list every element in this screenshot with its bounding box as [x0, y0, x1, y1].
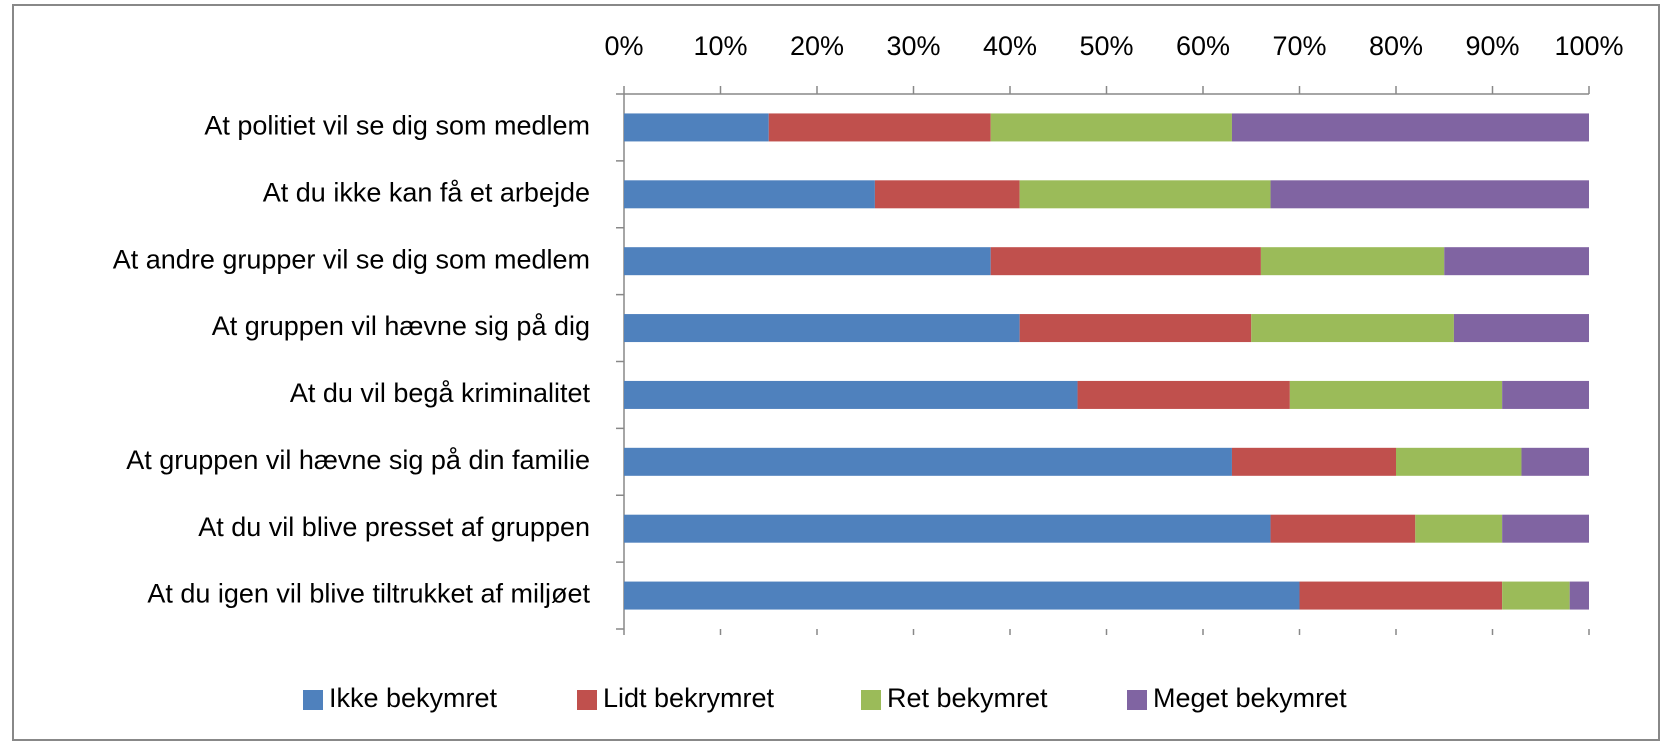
bar-segment — [1502, 581, 1570, 610]
bar-segment — [768, 113, 991, 142]
category-label: At du vil blive presset af gruppen — [198, 512, 590, 542]
bar-segment — [1444, 247, 1589, 276]
bar-segment — [1521, 447, 1589, 476]
bar-segment — [624, 113, 769, 142]
bar-segment — [624, 581, 1300, 610]
category-label: At politiet vil se dig som medlem — [204, 111, 590, 141]
legend-swatch — [1127, 690, 1147, 710]
bar-segment — [624, 180, 875, 209]
bar-segment — [874, 180, 1020, 209]
bar-segment — [1231, 113, 1589, 142]
bar-segment — [1270, 180, 1589, 209]
x-tick-label: 90% — [1465, 31, 1519, 61]
category-label: At du igen vil blive tiltrukket af miljø… — [147, 579, 590, 609]
legend-swatch — [577, 690, 597, 710]
bar-segment — [1396, 447, 1522, 476]
x-tick-label: 80% — [1369, 31, 1423, 61]
category-label: At andre grupper vil se dig som medlem — [113, 244, 590, 274]
bar-segment — [1453, 314, 1589, 343]
bar-segment — [1299, 581, 1503, 610]
bar-segment — [624, 447, 1232, 476]
bar-segment — [1569, 581, 1589, 610]
legend-label: Ret bekymret — [887, 683, 1048, 713]
category-label: At du ikke kan få et arbejde — [263, 177, 590, 207]
legend-label: Ikke bekymret — [329, 683, 498, 713]
legend-label: Meget bekymret — [1153, 683, 1347, 713]
x-tick-label: 40% — [983, 31, 1037, 61]
bar-segment — [1019, 314, 1252, 343]
bar-segment — [1270, 514, 1416, 543]
category-label: At gruppen vil hævne sig på dig — [212, 311, 590, 341]
bar-segment — [1019, 180, 1271, 209]
x-tick-label: 0% — [604, 31, 643, 61]
x-tick-label: 100% — [1554, 31, 1623, 61]
x-tick-label: 50% — [1079, 31, 1133, 61]
bar-segment — [624, 380, 1078, 409]
x-tick-label: 60% — [1176, 31, 1230, 61]
legend-label: Lidt bekrymret — [603, 683, 775, 713]
x-tick-label: 10% — [693, 31, 747, 61]
category-label: At du vil begå kriminalitet — [290, 378, 591, 408]
bar-segment — [1251, 314, 1454, 343]
bar-segment — [624, 314, 1020, 343]
bar-segment — [1077, 380, 1290, 409]
bar-segment — [990, 113, 1232, 142]
bar-segment — [1415, 514, 1503, 543]
x-tick-label: 30% — [886, 31, 940, 61]
legend-swatch — [861, 690, 881, 710]
bar-segment — [624, 514, 1271, 543]
bar-segment — [990, 247, 1261, 276]
legend-swatch — [303, 690, 323, 710]
bar-segment — [1260, 247, 1445, 276]
bar-segment — [1231, 447, 1396, 476]
bar-segment — [1502, 514, 1589, 543]
x-tick-label: 70% — [1272, 31, 1326, 61]
x-tick-label: 20% — [790, 31, 844, 61]
bar-segment — [1289, 380, 1503, 409]
category-label: At gruppen vil hævne sig på din familie — [126, 445, 590, 475]
bar-segment — [624, 247, 991, 276]
bar-segment — [1502, 380, 1589, 409]
